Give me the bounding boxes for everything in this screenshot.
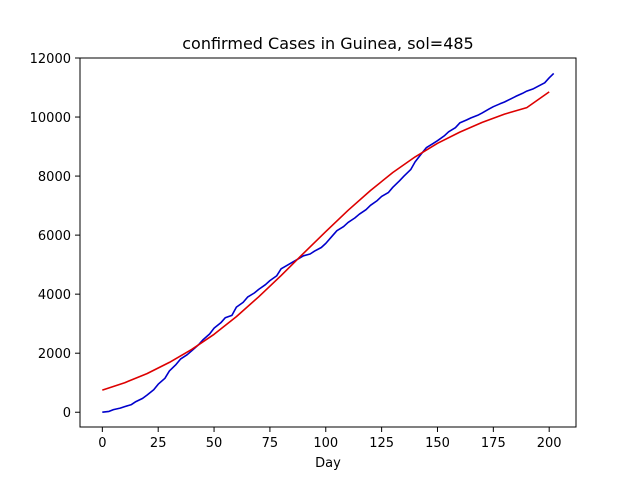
chart-title: confirmed Cases in Guinea, sol=485 [182,34,473,53]
axes-frame [79,57,577,428]
x-tick-label: 125 [369,436,394,451]
series-line-1 [102,72,555,413]
x-tick-label: 75 [262,436,279,451]
y-tick-label: 10000 [30,111,71,126]
y-tick-label: 4000 [38,288,71,303]
y-tick-label: 2000 [38,347,71,362]
x-tick-label: 50 [206,436,223,451]
x-tick-label: 25 [150,436,167,451]
x-tick-label: 200 [537,436,562,451]
series-line-2 [102,91,550,391]
x-tick-label: 150 [425,436,450,451]
y-tick-label: 0 [63,406,71,421]
x-axis-label: Day [315,456,341,471]
y-tick-label: 6000 [38,229,71,244]
y-tick-label: 8000 [38,170,71,185]
y-tick-label: 12000 [30,52,71,67]
plot-area: 0 25 50 75 100 125 150 175 200020004000600080001… [30,52,577,451]
x-tick-label: 175 [481,436,506,451]
x-tick-label: 0 [98,436,106,451]
x-tick-label: 100 [313,436,338,451]
